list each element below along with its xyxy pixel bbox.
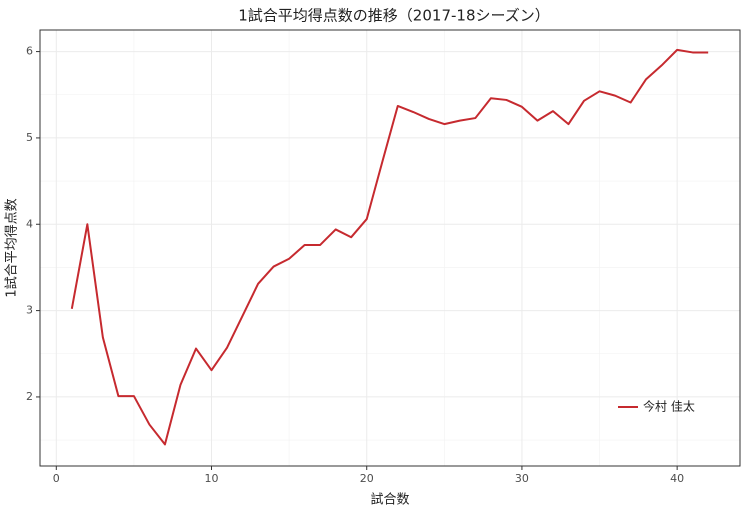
legend-label: 今村 佳太 — [643, 399, 695, 414]
x-tick-label: 40 — [670, 472, 684, 485]
panel-border — [39, 29, 741, 467]
data-line — [70, 48, 709, 446]
y-axis-label: 1試合平均得点数 — [4, 198, 20, 297]
y-tick-label: 4 — [26, 217, 33, 230]
y-tick-label: 6 — [26, 45, 33, 58]
y-tick-label: 3 — [26, 304, 33, 317]
x-tick-label: 20 — [360, 472, 374, 485]
x-axis-label: 試合数 — [370, 492, 409, 508]
y-tick-label: 2 — [26, 390, 33, 403]
x-tick-label: 10 — [205, 472, 219, 485]
x-tick-label: 0 — [53, 472, 60, 485]
y-tick-label: 5 — [26, 131, 33, 144]
chart-title: 1試合平均得点数の推移（2017-18シーズン） — [238, 7, 549, 25]
x-tick-label: 30 — [515, 472, 529, 485]
